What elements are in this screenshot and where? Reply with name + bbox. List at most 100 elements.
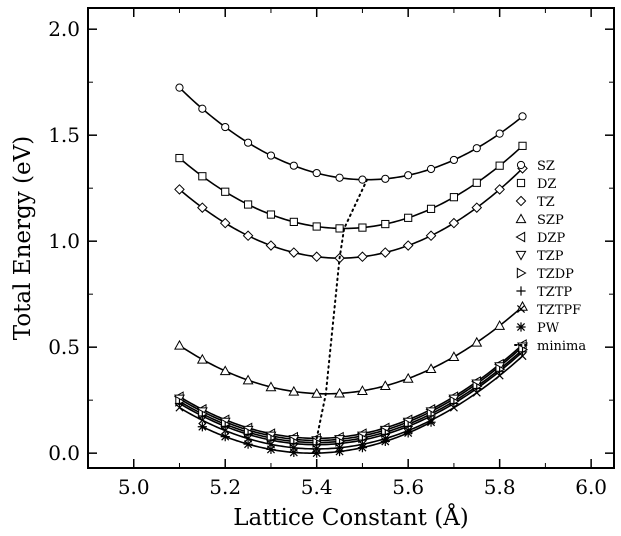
- legend-marker-DZ: [516, 178, 526, 188]
- point-SZP: [196, 353, 208, 364]
- point-TZ: [448, 217, 460, 229]
- y-axis-title: Total Energy (eV): [10, 136, 36, 340]
- point-TZTP: [243, 429, 253, 439]
- point-TZTPF: [175, 403, 184, 412]
- point-SZP: [288, 385, 300, 396]
- point-TZ: [471, 202, 483, 213]
- point-PW: [243, 439, 253, 449]
- curve-TZTP: [179, 351, 524, 446]
- y-tick-label: 2.0: [48, 17, 80, 41]
- point-SZ: [221, 122, 230, 132]
- curve-TZP: [179, 346, 524, 442]
- point-PW: [380, 436, 390, 447]
- point-SZ: [449, 155, 459, 165]
- y-tick-label: 0.0: [48, 441, 80, 465]
- point-SZ: [175, 83, 184, 92]
- point-TZTPF: [495, 371, 504, 380]
- legend-label-TZ: TZ: [537, 195, 555, 210]
- point-PW: [357, 443, 368, 453]
- point-SZP: [356, 385, 368, 395]
- minima-line: [311, 178, 369, 455]
- curve-TZTPF: [179, 355, 524, 450]
- point-TZTP: [449, 398, 459, 409]
- point-DZ: [289, 217, 298, 226]
- point-DZ: [495, 161, 504, 170]
- point-SZP: [334, 387, 346, 398]
- point-TZ: [219, 217, 231, 229]
- point-TZTPF: [449, 403, 458, 412]
- point-SZ: [381, 174, 390, 183]
- legend-marker-TZTPF: [516, 304, 526, 314]
- point-TZTPF: [198, 416, 207, 425]
- point-TZTP: [220, 421, 230, 431]
- point-TZ: [311, 251, 323, 263]
- point-TZTP: [174, 398, 185, 409]
- point-SZP: [265, 381, 277, 392]
- point-TZ: [174, 184, 185, 195]
- curve-TZ: [178, 167, 524, 259]
- legend-marker-DZP: [515, 231, 526, 243]
- legend-label-DZ: DZ: [537, 177, 556, 192]
- minima-dotted-line: [311, 178, 369, 455]
- point-PW: [289, 447, 299, 458]
- x-tick-label: 6.0: [575, 475, 607, 499]
- point-PW: [266, 444, 276, 455]
- point-DZ: [198, 172, 207, 181]
- point-SZ: [335, 173, 344, 182]
- point-SZ: [198, 104, 207, 113]
- point-TZTP: [197, 411, 207, 421]
- legend-marker-TZDP: [516, 267, 527, 279]
- point-SZP: [425, 363, 437, 374]
- point-SZP: [494, 320, 506, 330]
- curve-DZP: [179, 343, 524, 440]
- point-SZP: [402, 372, 414, 383]
- point-SZP: [471, 336, 483, 347]
- point-SZ: [426, 164, 436, 174]
- point-PW: [334, 446, 345, 457]
- point-TZ: [265, 240, 277, 251]
- legend-marker-TZP: [515, 250, 527, 261]
- legend-label-DZP: DZP: [537, 231, 565, 246]
- x-tick-label: 5.2: [209, 475, 241, 499]
- point-TZTPF: [472, 388, 481, 397]
- point-TZ: [357, 251, 368, 263]
- point-DZ: [221, 187, 230, 196]
- point-DZ: [335, 224, 344, 233]
- plot-area: [87, 7, 615, 469]
- point-DZ: [426, 204, 436, 213]
- point-SZP: [379, 380, 391, 391]
- legend-label-minima: minima: [537, 339, 586, 354]
- legend-marker-SZ: [516, 160, 526, 170]
- legend-label-SZP: SZP: [537, 213, 564, 228]
- curve-SZP: [179, 305, 524, 395]
- series-markers: [173, 83, 529, 458]
- point-DZ: [404, 213, 413, 222]
- point-DZ: [312, 222, 321, 231]
- point-TZ: [379, 247, 391, 258]
- point-PW: [220, 432, 230, 442]
- legend-label-TZTP: TZTP: [537, 285, 572, 300]
- point-PW: [403, 428, 413, 438]
- curve-SZ: [178, 87, 524, 181]
- point-TZTP: [289, 438, 299, 449]
- point-TZ: [494, 184, 505, 195]
- point-DZ: [449, 193, 459, 202]
- point-TZTPF: [518, 352, 527, 361]
- point-TZTP: [472, 383, 482, 394]
- axis-ticks: [88, 8, 614, 468]
- point-SZ: [472, 144, 481, 153]
- x-tick-labels: 5.0 5.2 5.4 5.6 5.8 6.0: [118, 475, 607, 499]
- x-tick-label: 5.8: [484, 475, 516, 499]
- point-DZ: [243, 200, 253, 209]
- curve-TZDP: [179, 349, 524, 444]
- point-SZ: [518, 112, 527, 121]
- point-DZ: [472, 178, 481, 187]
- point-TZ: [197, 202, 208, 213]
- x-tick-label: 5.0: [118, 475, 150, 499]
- point-SZP: [174, 339, 185, 350]
- legend-marker-TZ: [515, 195, 527, 207]
- point-SZ: [243, 138, 253, 147]
- point-PW: [426, 417, 436, 427]
- legend-label-SZ: SZ: [537, 159, 555, 174]
